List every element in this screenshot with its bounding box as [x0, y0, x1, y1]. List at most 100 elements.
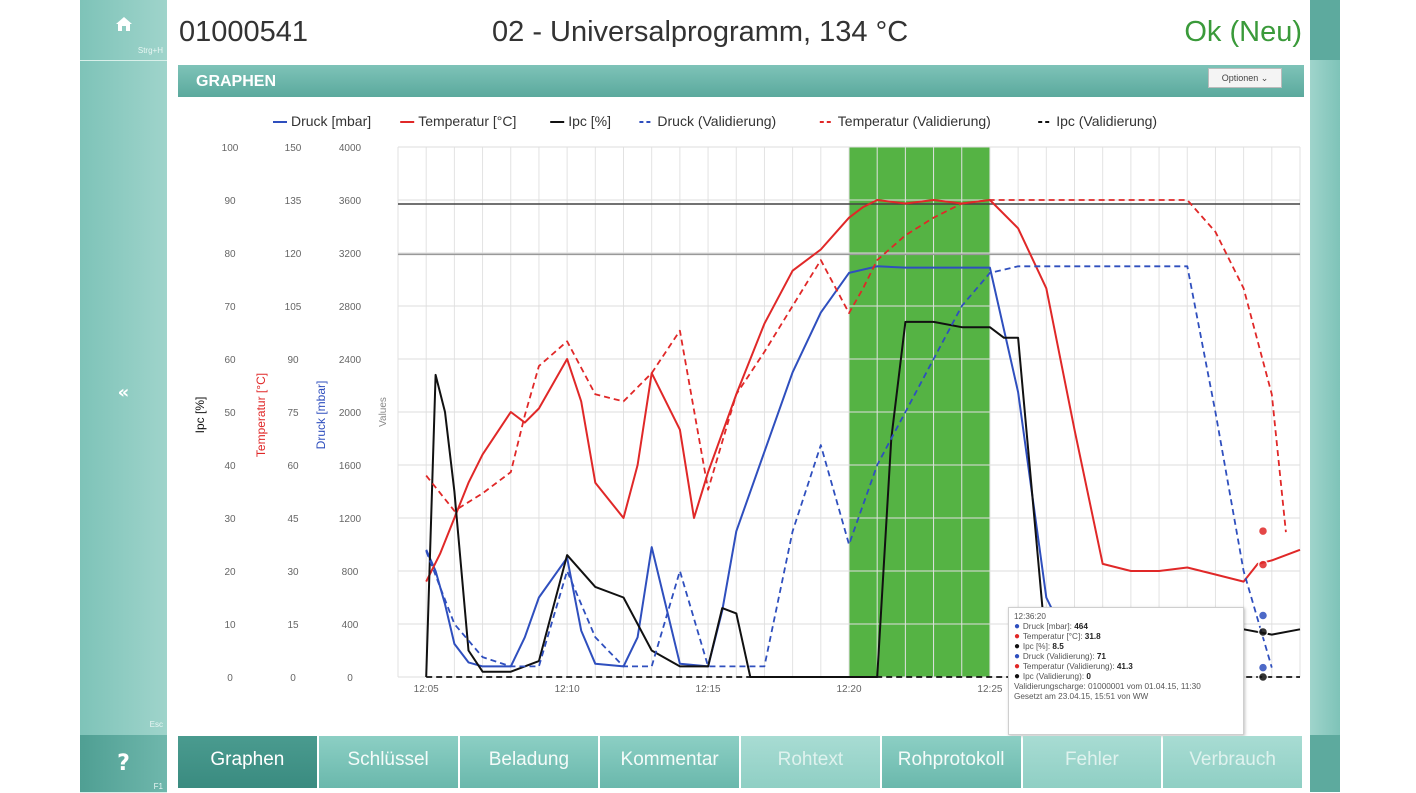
tooltip-row: ● Druck [mbar]: 464 [1014, 622, 1238, 632]
legend-item: Druck [mbar] [291, 113, 371, 129]
ipc-tick-label: 80 [224, 249, 236, 260]
tab-verbrauch[interactable]: Verbrauch [1163, 736, 1302, 788]
left-sidebar: Strg+H « Esc ? F1 [80, 0, 167, 793]
header: 01000541 02 - Universalprogramm, 134 °C … [167, 0, 1310, 60]
temperature-tick-label: 150 [285, 143, 302, 154]
tab-kommentar[interactable]: Kommentar [600, 736, 739, 788]
x-tick-label: 12:15 [696, 684, 721, 695]
cursor-marker [1257, 525, 1269, 537]
temperature-tick-label: 135 [285, 196, 302, 207]
right-sidebar [1310, 0, 1340, 792]
pressure-tick-label: 2800 [339, 302, 362, 313]
ipc-tick-label: 20 [224, 567, 236, 578]
chart-area: 0 10 20 30 40 50 60 70 80 90 100 0 15 30 45 60 75 90 105 12… [178, 97, 1304, 737]
legend-item: Ipc (Validierung) [1056, 113, 1157, 129]
pressure-tick-label: 400 [342, 620, 359, 631]
tooltip-row: ● Druck (Validierung): 71 [1014, 652, 1238, 662]
tooltip-row-label: Druck (Validierung): [1022, 652, 1097, 661]
tab-fehler[interactable]: Fehler [1022, 736, 1162, 788]
x-tick-label: 12:20 [836, 684, 861, 695]
help-shortcut: F1 [153, 782, 163, 791]
tooltip-row-value: 71 [1096, 652, 1106, 661]
cursor-marker [1257, 671, 1269, 683]
help-button[interactable]: ? F1 [80, 735, 167, 793]
tooltip-row-value: 0 [1086, 672, 1091, 681]
pressure-tick-label: 1600 [339, 461, 362, 472]
pressure-tick-label: 2400 [339, 355, 362, 366]
process-chart[interactable]: 0 10 20 30 40 50 60 70 80 90 100 0 15 30 45 60 75 90 105 12… [178, 97, 1304, 737]
chart-tooltip: 12:36:20 ● Druck [mbar]: 464 ● Temperatur… [1008, 607, 1244, 735]
pressure-tick-label: 2000 [339, 408, 362, 419]
ipc-tick-label: 90 [224, 196, 236, 207]
series-dot-icon: ● [1014, 631, 1023, 642]
temperature-tick-label: 105 [285, 302, 302, 313]
legend-item: Temperatur [°C] [418, 113, 516, 129]
cursor-marker [1257, 662, 1269, 673]
ipc-tick-label: 60 [224, 355, 236, 366]
pressure-tick-label: 4000 [339, 143, 362, 154]
temperature-tick-label: 45 [287, 514, 299, 525]
cursor-marker [1257, 610, 1269, 621]
tooltip-row-label: Druck [mbar]: [1022, 622, 1075, 631]
pressure-tick-label: 1200 [339, 514, 362, 525]
series-line-druck-mbar- [425, 265, 1062, 668]
ipc-tick-label: 10 [224, 620, 236, 631]
temperature-tick-label: 75 [287, 408, 299, 419]
help-icon: ? [117, 751, 130, 776]
double-chevron-left-icon: « [117, 382, 130, 403]
tab-rohprotokoll[interactable]: Rohprotokoll [881, 736, 1021, 788]
values-axis-title: Values [378, 397, 389, 427]
home-button[interactable]: Strg+H [80, 0, 167, 61]
legend-item: Ipc [%] [568, 113, 611, 129]
ipc-tick-label: 70 [224, 302, 236, 313]
status-label: Ok (Neu) [1184, 16, 1302, 48]
tab-rohtext[interactable]: Rohtext [741, 736, 880, 788]
tooltip-row-label: Temperatur (Validierung): [1022, 662, 1117, 671]
temperature-tick-label: 30 [287, 567, 299, 578]
ipc-tick-label: 100 [222, 143, 239, 154]
cursor-marker [1257, 626, 1269, 638]
temperature-tick-label: 15 [287, 620, 299, 631]
series-line-temperatur-validierung- [425, 199, 1287, 533]
series-dot-icon: ● [1014, 651, 1023, 662]
pressure-tick-label: 800 [342, 567, 359, 578]
tab-graphen[interactable]: Graphen [178, 736, 317, 788]
x-tick-label: 12:05 [414, 684, 439, 695]
temperature-tick-label: 120 [285, 249, 302, 260]
tooltip-row-label: Temperatur [°C]: [1022, 632, 1085, 641]
series-dot-icon: ● [1014, 671, 1023, 682]
tooltip-row-label: Ipc [%]: [1022, 642, 1053, 651]
tab-beladung[interactable]: Beladung [459, 736, 599, 788]
x-tick-label: 12:10 [555, 684, 580, 695]
home-icon [80, 16, 167, 36]
tooltip-row-value: 31.8 [1084, 632, 1101, 641]
series-dot-icon: ● [1014, 641, 1023, 652]
pressure-tick-label: 3200 [339, 249, 362, 260]
series-line-temperatur-c- [425, 199, 1301, 583]
options-button[interactable]: Optionen ⌄ [1208, 68, 1282, 88]
home-shortcut: Strg+H [137, 46, 163, 55]
graph-panel-header: GRAPHEN Optionen ⌄ [178, 65, 1304, 97]
pressure-tick-label: 3600 [339, 196, 362, 207]
pressure-axis-title: Druck [mbar] [314, 381, 328, 450]
ipc-tick-label: 30 [224, 514, 236, 525]
right-sidebar-top [1310, 0, 1340, 60]
cursor-marker [1257, 559, 1269, 570]
batch-id: 01000541 [179, 16, 309, 48]
pressure-tick-label: 0 [347, 673, 353, 684]
tooltip-row-label: Ipc (Validierung): [1022, 672, 1087, 681]
tooltip-row: ● Temperatur (Validierung): 41.3 [1014, 662, 1238, 672]
x-tick-label: 12:25 [977, 684, 1002, 695]
back-button[interactable]: « Esc [80, 60, 167, 736]
tooltip-note-validation: Validierungscharge: 01000001 vom 01.04.1… [1014, 682, 1201, 691]
tooltip-note-set: Gesetzt am 23.04.15, 15:51 von WW [1014, 692, 1149, 701]
temperature-tick-label: 90 [287, 355, 299, 366]
temperature-tick-label: 60 [287, 461, 299, 472]
tooltip-row: ● Ipc (Validierung): 0 [1014, 672, 1238, 682]
ipc-tick-label: 50 [224, 408, 236, 419]
bottom-tab-bar: Graphen Schlüssel Beladung Kommentar Rohtext… [178, 736, 1304, 788]
series-dot-icon: ● [1014, 621, 1023, 632]
tab-schl-ssel[interactable]: Schlüssel [318, 736, 458, 788]
program-name: 02 - Universalprogramm, 134 °C [492, 16, 909, 48]
ipc-tick-label: 0 [227, 673, 233, 684]
